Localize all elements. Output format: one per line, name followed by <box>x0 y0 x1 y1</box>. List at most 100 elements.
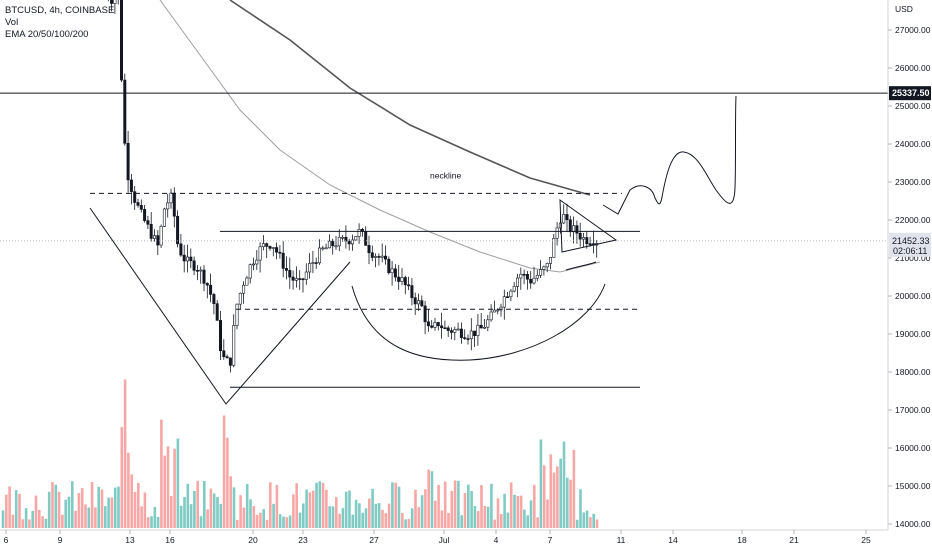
volume-bar <box>470 491 473 528</box>
symbol-title[interactable]: BTCUSD, 4h, COINBASE <box>5 5 115 16</box>
candle-body <box>222 350 226 357</box>
candle-body <box>466 338 470 340</box>
candle-body <box>397 276 401 282</box>
volume-bar <box>117 486 120 528</box>
volume-bar <box>325 489 328 528</box>
volume-bar <box>282 516 285 528</box>
candle-body <box>572 225 576 233</box>
candle-body <box>482 326 486 329</box>
volume-bar <box>163 455 166 528</box>
candle-body <box>153 235 157 239</box>
candle-body <box>443 327 447 330</box>
volume-bar <box>18 493 21 528</box>
candle-body <box>294 278 298 281</box>
price-tick-label: 22000.00 <box>895 215 931 225</box>
candles <box>107 0 599 373</box>
price-tick-label: 14000.00 <box>895 519 931 529</box>
volume-bar <box>226 437 229 528</box>
volume-bar <box>331 506 335 528</box>
price-tick-label: 16000.00 <box>895 443 931 453</box>
candle-body <box>278 251 282 254</box>
candle-body <box>341 236 345 239</box>
volume-bar <box>133 492 137 528</box>
volume-bar <box>500 514 503 528</box>
candle-body <box>337 236 341 247</box>
volume-bar <box>189 504 193 528</box>
candle-body <box>252 263 256 266</box>
volume-bar <box>401 512 404 528</box>
candle-body <box>212 294 216 304</box>
volume-bar <box>54 484 58 528</box>
candle-body <box>453 329 457 333</box>
volume-bar <box>203 480 206 528</box>
candle-body <box>275 247 279 253</box>
projection-path <box>602 95 737 215</box>
volume-bar <box>377 503 381 528</box>
candle-body <box>182 254 186 262</box>
time-tick-label: Jul <box>439 535 450 545</box>
candle-body <box>284 268 288 271</box>
volume-bar <box>302 503 305 528</box>
volume-bar <box>368 498 371 528</box>
volume-bar <box>97 486 100 528</box>
candle-body <box>502 296 506 308</box>
candle-body <box>136 202 140 206</box>
candle-body <box>209 284 213 295</box>
volume-bar <box>71 481 74 528</box>
candle-body <box>512 286 516 292</box>
candle-body <box>110 0 114 4</box>
volume-bar <box>38 509 41 528</box>
candle-body <box>120 0 124 81</box>
candle-body <box>367 245 371 254</box>
volume-bar <box>374 503 378 528</box>
candle-body <box>393 268 397 278</box>
volume-bar <box>542 465 546 528</box>
candle-body <box>215 303 219 321</box>
candle-body <box>430 325 434 328</box>
volume-bar <box>236 519 239 528</box>
time-tick-label: 13 <box>125 535 135 545</box>
volume-bar <box>552 472 556 528</box>
candle-body <box>588 243 592 245</box>
volume-bar <box>476 511 480 528</box>
candle-body <box>314 262 318 264</box>
time-axis[interactable]: 6 9 13 16 20 23 27 Jul 4 7 11 14 18 21 25 <box>0 529 888 545</box>
volume-label[interactable]: Vol <box>5 17 19 28</box>
candle-body <box>248 264 252 279</box>
time-tick-label: 9 <box>58 535 63 545</box>
candle-body <box>192 260 196 271</box>
price-axis[interactable]: 14000.00 15000.00 16000.00 17000.00 18000.00… <box>887 0 931 530</box>
volume-bar <box>424 489 427 528</box>
volume-bar <box>166 446 170 528</box>
candle-body <box>255 259 259 265</box>
volume-bar <box>354 499 358 528</box>
time-tick-label: 7 <box>548 535 553 545</box>
volume-bar <box>94 507 97 528</box>
volume-bar <box>480 485 483 528</box>
volume-bar <box>100 489 104 528</box>
volume-bar <box>496 498 500 528</box>
volume-bar <box>447 512 450 528</box>
candle-body <box>317 247 321 264</box>
chart-legend: BTCUSD, 4h, COINBASE Vol EMA 20/50/100/2… <box>5 5 114 41</box>
candle-body <box>496 309 500 312</box>
volume-bar <box>173 448 176 528</box>
volume-bar <box>278 514 282 528</box>
candle-body <box>179 243 183 256</box>
volume-bar <box>473 506 477 528</box>
volume-bar <box>463 493 467 528</box>
candle-body <box>380 255 384 258</box>
candle-body <box>261 243 265 248</box>
candle-body <box>228 357 232 366</box>
candle-body <box>113 0 117 4</box>
volume-bar <box>513 494 516 528</box>
volume-bar <box>539 439 543 528</box>
volume-bar <box>21 519 25 528</box>
candle-body <box>390 268 394 274</box>
ema-label[interactable]: EMA 20/50/100/200 <box>5 29 89 40</box>
volume-bar <box>460 515 463 528</box>
candle-body <box>377 256 381 258</box>
volume-bar <box>437 484 440 528</box>
candle-body <box>195 270 199 272</box>
